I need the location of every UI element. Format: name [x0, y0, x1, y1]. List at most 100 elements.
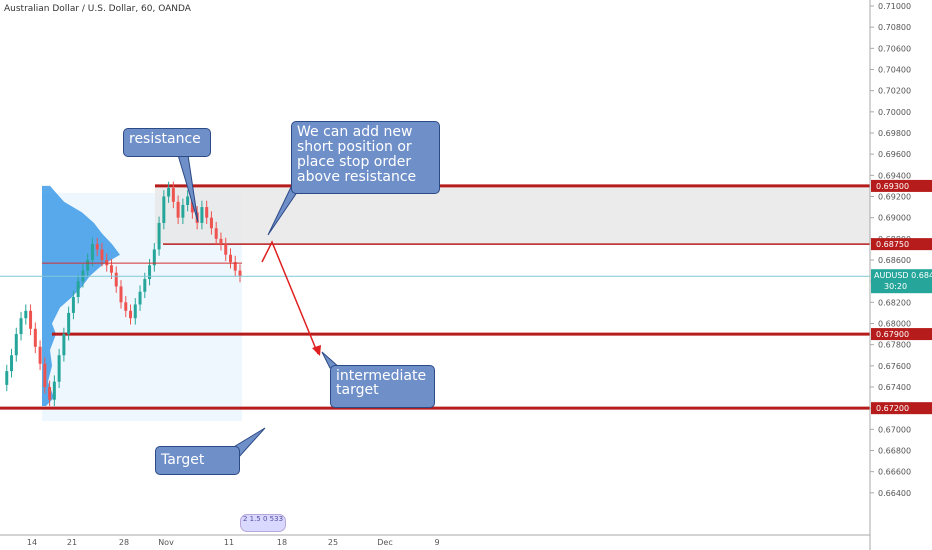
projection-arrowhead	[312, 345, 321, 356]
candle-body	[152, 249, 156, 266]
candle-body	[219, 238, 223, 245]
candle-body	[62, 334, 66, 356]
candle-body	[129, 310, 133, 319]
x-tick-label: 9	[434, 538, 439, 547]
candle-body	[200, 207, 204, 223]
candle-body	[100, 249, 104, 260]
x-tick-label: Nov	[158, 538, 174, 547]
level-price-tag	[871, 179, 932, 192]
candle-body	[238, 270, 242, 276]
level-price-tag	[871, 328, 932, 341]
y-tick-label: 0.66800	[878, 447, 911, 456]
candle-body	[57, 355, 61, 382]
x-tick-label: Dec	[377, 538, 392, 547]
candle-body	[105, 260, 109, 266]
candle-body	[52, 381, 56, 400]
candle-body	[162, 196, 166, 223]
y-tick-label: 0.68200	[878, 298, 911, 307]
candle-body	[24, 310, 28, 319]
candle-body	[29, 310, 33, 329]
y-tick-label: 0.66400	[878, 489, 911, 498]
candle-body	[157, 222, 161, 250]
candle-body	[71, 297, 75, 313]
y-tick-label: 0.70400	[878, 66, 911, 75]
price-candles	[5, 181, 242, 407]
y-tick-label: 0.67800	[878, 341, 911, 350]
chart-title: Australian Dollar / U.S. Dollar, 60, OAN…	[4, 4, 191, 14]
candle-body	[181, 204, 185, 218]
candle-body	[67, 312, 71, 335]
candle-body	[86, 260, 90, 271]
level-price-label: 0.68750	[876, 240, 909, 249]
candle-body	[38, 346, 42, 364]
candle-body	[119, 286, 123, 303]
candle-body	[233, 262, 237, 271]
y-tick-label: 0.66600	[878, 468, 911, 477]
projection-arrow	[261, 240, 319, 355]
y-tick-label: 0.70200	[878, 87, 911, 96]
short-position-callout: We can add new short position or place s…	[291, 121, 440, 194]
candle-body	[143, 279, 147, 292]
candle-body	[33, 328, 37, 347]
candle-body	[5, 371, 9, 385]
level-price-label: 0.69300	[876, 182, 909, 191]
y-tick-label: 0.69400	[878, 171, 911, 180]
candle-body	[214, 228, 218, 239]
x-tick-label: 11	[224, 538, 234, 547]
candle-body	[14, 334, 18, 356]
resistance-zone	[155, 185, 870, 245]
y-tick-label: 0.68000	[878, 320, 911, 329]
candle-body	[205, 207, 209, 218]
y-tick-label: 0.69600	[878, 150, 911, 159]
target-callout: Target	[155, 446, 240, 475]
y-tick-label: 0.69000	[878, 214, 911, 223]
candle-body	[124, 302, 128, 311]
candle-body	[90, 244, 94, 260]
candle-body	[138, 291, 142, 305]
candle-body	[209, 217, 213, 229]
y-tick-label: 0.70800	[878, 23, 911, 32]
x-tick-label: 28	[119, 538, 129, 547]
y-tick-label: 0.67600	[878, 362, 911, 371]
candle-body	[19, 318, 23, 335]
y-tick-label: 0.67000	[878, 425, 911, 434]
y-tick-label: 0.69800	[878, 129, 911, 138]
countdown-label: 30:20	[884, 282, 907, 291]
candle-body	[167, 188, 171, 197]
y-tick-label: 0.67400	[878, 383, 911, 392]
level-price-tag	[871, 402, 932, 415]
volume-profile	[42, 185, 120, 407]
candle-body	[186, 196, 190, 205]
level-price-tag	[871, 238, 932, 251]
candle-body	[76, 281, 80, 298]
candle-body	[43, 363, 47, 387]
candle-body	[148, 265, 152, 280]
candle-body	[48, 387, 52, 400]
y-tick-label: 0.70000	[878, 108, 911, 117]
level-price-label: 0.67900	[876, 330, 909, 339]
candle-body	[114, 272, 118, 287]
resistance-callout: resistance	[123, 128, 211, 157]
candle-body	[10, 355, 14, 372]
y-tick-label: 0.68600	[878, 256, 911, 265]
tradingview-logo: 2 1.5 0 533	[240, 514, 286, 532]
y-tick-label: 0.70600	[878, 44, 911, 53]
candle-body	[133, 304, 137, 319]
x-tick-label: 14	[27, 538, 37, 547]
candle-body	[228, 254, 232, 263]
y-tick-label: 0.69200	[878, 193, 911, 202]
current-price-label: AUDUSD 0.68447	[874, 271, 932, 280]
candle-body	[109, 265, 113, 273]
candle-body	[176, 201, 180, 218]
x-tick-label: 25	[328, 538, 338, 547]
intermediate-target-callout: intermediate target	[330, 365, 435, 408]
current-price-tag	[871, 269, 932, 294]
candle-body	[95, 244, 99, 250]
level-price-label: 0.67200	[876, 404, 909, 413]
x-tick-label: 21	[67, 538, 77, 547]
candle-body	[224, 244, 228, 255]
x-tick-label: 18	[277, 538, 287, 547]
candle-body	[171, 188, 175, 202]
y-tick-label: 0.71000	[878, 2, 911, 11]
